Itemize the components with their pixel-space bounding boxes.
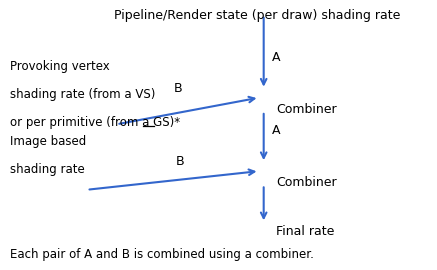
- Text: Combiner: Combiner: [277, 176, 337, 190]
- Text: Image based: Image based: [10, 135, 86, 148]
- Text: A: A: [272, 51, 281, 64]
- Text: B: B: [176, 155, 185, 168]
- Text: Combiner: Combiner: [277, 103, 337, 116]
- Text: Each pair of A and B is combined using a combiner.: Each pair of A and B is combined using a…: [10, 248, 314, 261]
- Text: shading rate (from a VS): shading rate (from a VS): [10, 88, 155, 101]
- Text: shading rate: shading rate: [10, 163, 85, 176]
- Text: Final rate: Final rate: [277, 225, 335, 238]
- Text: B: B: [174, 82, 183, 95]
- Text: A: A: [272, 124, 281, 137]
- Text: Pipeline/Render state (per draw) shading rate: Pipeline/Render state (per draw) shading…: [114, 9, 400, 22]
- Text: Provoking vertex: Provoking vertex: [10, 60, 110, 73]
- Text: or per primitive (from a GS)*: or per primitive (from a GS)*: [10, 116, 180, 129]
